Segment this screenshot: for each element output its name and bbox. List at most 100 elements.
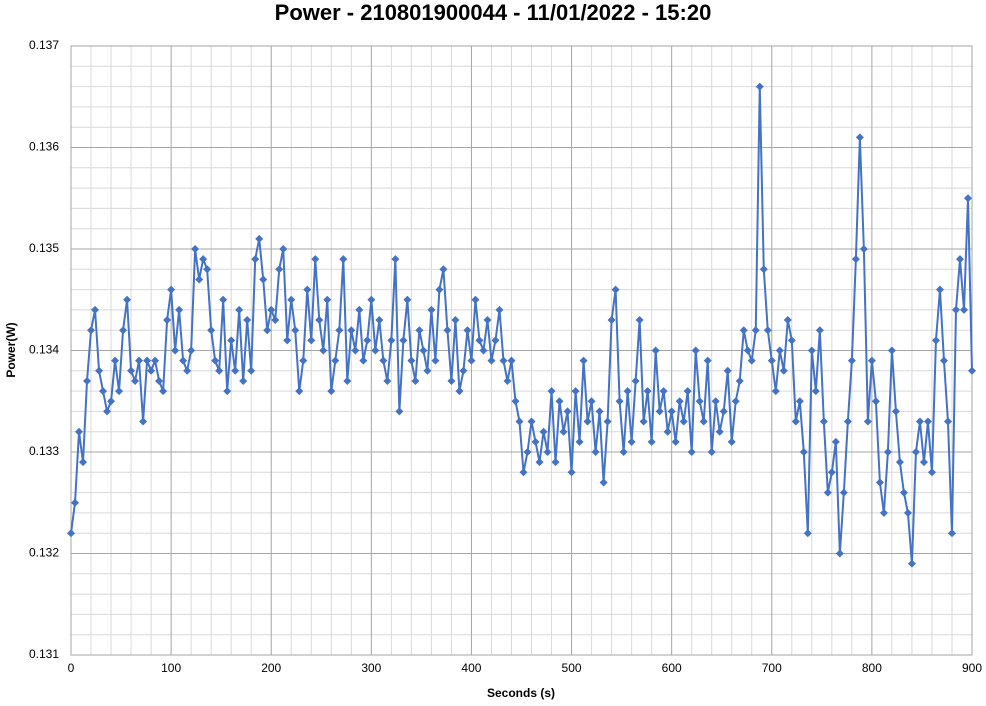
series-line bbox=[70, 86, 973, 564]
marker bbox=[791, 417, 800, 426]
marker bbox=[635, 316, 644, 325]
marker bbox=[559, 427, 568, 436]
marker bbox=[135, 356, 144, 365]
marker bbox=[195, 275, 204, 284]
marker bbox=[107, 397, 116, 406]
marker bbox=[83, 376, 92, 385]
marker bbox=[315, 316, 324, 325]
marker bbox=[147, 366, 156, 375]
marker bbox=[243, 316, 252, 325]
marker bbox=[143, 356, 152, 365]
marker bbox=[683, 387, 692, 396]
y-tick-label: 0.133 bbox=[29, 444, 59, 458]
marker bbox=[639, 417, 648, 426]
marker bbox=[547, 387, 556, 396]
marker bbox=[307, 336, 316, 345]
marker bbox=[968, 366, 976, 375]
marker bbox=[599, 478, 608, 487]
marker bbox=[951, 305, 960, 314]
marker bbox=[475, 336, 484, 345]
marker bbox=[707, 448, 716, 456]
marker bbox=[571, 387, 580, 396]
marker bbox=[799, 448, 808, 456]
marker bbox=[555, 397, 564, 406]
marker bbox=[907, 559, 916, 568]
x-tick-label: 500 bbox=[562, 661, 582, 675]
marker bbox=[343, 376, 352, 385]
chart-title: Power - 210801900044 - 11/01/2022 - 15:2… bbox=[275, 0, 712, 25]
marker bbox=[703, 356, 712, 365]
x-axis-label: Seconds (s) bbox=[487, 686, 555, 700]
marker bbox=[579, 356, 588, 365]
marker bbox=[843, 417, 852, 426]
marker bbox=[667, 407, 676, 416]
marker bbox=[831, 437, 840, 446]
marker bbox=[851, 255, 860, 264]
marker bbox=[867, 356, 876, 365]
marker bbox=[259, 275, 268, 284]
marker bbox=[847, 356, 856, 365]
marker bbox=[363, 336, 372, 345]
marker bbox=[607, 316, 616, 325]
marker bbox=[595, 407, 604, 416]
marker bbox=[855, 133, 864, 142]
x-tick-label: 700 bbox=[762, 661, 782, 675]
marker bbox=[627, 437, 636, 446]
marker bbox=[647, 437, 656, 446]
marker bbox=[827, 468, 836, 477]
marker bbox=[839, 488, 848, 497]
marker bbox=[659, 387, 668, 396]
marker bbox=[499, 356, 508, 365]
marker bbox=[183, 366, 192, 375]
marker bbox=[775, 346, 784, 355]
marker bbox=[435, 285, 444, 294]
x-tick-label: 100 bbox=[161, 661, 181, 675]
marker bbox=[163, 316, 172, 325]
marker bbox=[515, 417, 524, 426]
marker bbox=[351, 346, 360, 355]
marker bbox=[591, 448, 600, 456]
marker bbox=[483, 316, 492, 325]
marker bbox=[931, 336, 940, 345]
marker bbox=[651, 346, 660, 355]
marker bbox=[619, 448, 628, 456]
marker bbox=[495, 305, 504, 314]
marker bbox=[731, 397, 740, 406]
x-tick-label: 400 bbox=[461, 661, 481, 675]
marker bbox=[411, 376, 420, 385]
marker bbox=[927, 468, 936, 477]
marker bbox=[687, 448, 696, 456]
marker bbox=[431, 356, 440, 365]
marker bbox=[767, 356, 776, 365]
marker bbox=[303, 285, 312, 294]
marker bbox=[655, 407, 664, 416]
marker bbox=[447, 376, 456, 385]
marker bbox=[751, 326, 760, 335]
marker bbox=[295, 387, 304, 396]
marker bbox=[795, 397, 804, 406]
marker bbox=[915, 417, 924, 426]
marker bbox=[631, 376, 640, 385]
marker bbox=[519, 468, 528, 477]
marker bbox=[319, 346, 328, 355]
marker bbox=[391, 255, 400, 264]
marker bbox=[359, 356, 368, 365]
marker bbox=[399, 336, 408, 345]
marker bbox=[111, 356, 120, 365]
marker bbox=[395, 407, 404, 416]
y-tick-label: 0.136 bbox=[29, 140, 59, 154]
marker bbox=[131, 376, 140, 385]
marker bbox=[255, 234, 264, 243]
marker bbox=[819, 417, 828, 426]
marker bbox=[223, 387, 232, 396]
marker bbox=[471, 295, 480, 304]
x-tick-label: 300 bbox=[361, 661, 381, 675]
marker bbox=[523, 448, 532, 456]
marker bbox=[919, 458, 928, 467]
marker bbox=[467, 356, 476, 365]
marker bbox=[503, 376, 512, 385]
marker bbox=[531, 437, 540, 446]
marker bbox=[679, 417, 688, 426]
marker bbox=[423, 366, 432, 375]
